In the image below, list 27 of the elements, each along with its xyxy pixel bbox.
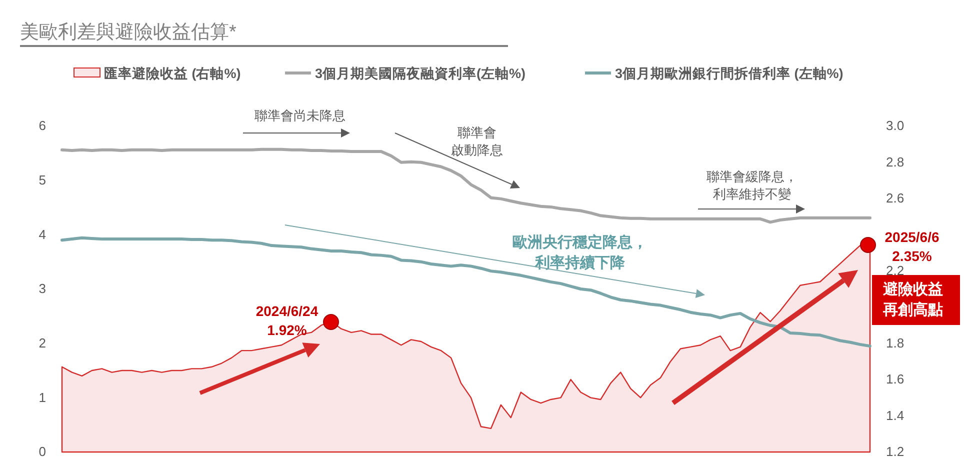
annotation: 聯準會啟動降息: [451, 125, 503, 158]
y2-tick-label: 1.2: [886, 444, 904, 460]
text: 2025/6/6 2.35%: [884, 229, 940, 264]
y-tick-label: 1: [38, 390, 46, 405]
text: 避險收益再創高點: [882, 281, 943, 318]
y2-tick-label: 2.6: [886, 190, 904, 206]
legend-label: 3個月期美國隔夜融資利率(左軸%): [315, 65, 526, 81]
annotation: 聯準會緩降息，利率維持不變: [706, 169, 798, 202]
annotation: 2024/6/24 1.92%: [256, 303, 318, 338]
y2-tick-label: 3.0: [886, 118, 904, 134]
legend-label: 3個月期歐洲銀行間拆借利率 (左軸%): [615, 65, 844, 81]
y-tick-label: 4: [38, 226, 46, 242]
legend-label: 匯率避險收益 (右軸%): [104, 65, 241, 81]
y2-tick-label: 1.6: [886, 372, 904, 387]
y-tick-label: 6: [38, 118, 46, 134]
y-tick-label: 3: [38, 281, 46, 296]
y2-tick-label: 2.2: [886, 263, 904, 278]
y-tick-label: 2: [38, 335, 46, 350]
y-tick-label: 5: [38, 172, 46, 188]
annotation: 歐洲央行穩定降息，利率持續下降: [512, 233, 648, 272]
y2-tick-label: 1.4: [886, 408, 904, 423]
y-tick-label: 0: [38, 444, 46, 460]
text: 聯準會尚未降息: [254, 108, 346, 123]
y2-tick-label: 2.8: [886, 154, 904, 170]
line-series: [60, 236, 872, 348]
chart-title: 美歐利差與避險收益估算*: [20, 21, 237, 43]
y2-tick-label: 1.8: [886, 335, 904, 350]
